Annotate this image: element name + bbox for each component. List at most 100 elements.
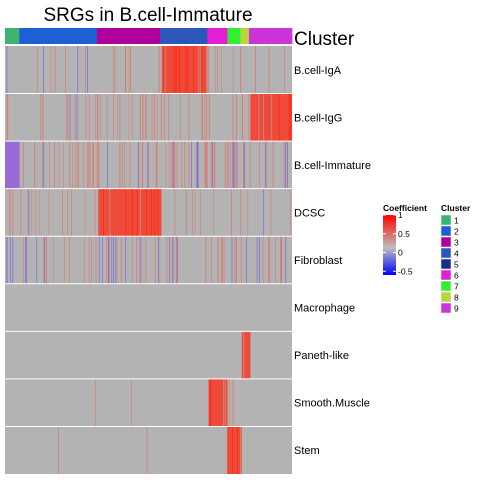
heatmap-stripe-low — [10, 236, 12, 284]
heatmap-stripe-low — [76, 93, 78, 142]
row-label-Stem: Stem — [294, 445, 320, 457]
heatmap-body — [5, 46, 293, 474]
heatmap-stripe — [43, 236, 45, 284]
heatmap-stripe — [121, 141, 123, 189]
heatmap-stripe — [213, 141, 215, 189]
chart-title: SRGs in B.cell-Immature — [43, 5, 252, 26]
heatmap-stripe — [168, 141, 170, 189]
heatmap-stripe — [93, 141, 94, 189]
heatmap-stripe — [233, 141, 235, 189]
heatmap-stripe — [106, 93, 108, 142]
high-block-DCSC — [98, 188, 162, 237]
heatmap-stripe — [172, 141, 173, 189]
heatmap-stripe — [88, 93, 90, 142]
heatmap-stripe — [249, 141, 251, 189]
heatmap-stripe — [84, 188, 86, 237]
heatmap-stripe-low — [108, 236, 109, 284]
heatmap-stripe — [54, 46, 56, 94]
heatmap-stripe — [27, 188, 28, 237]
heatmap-stripe — [248, 93, 250, 142]
heatmap-stripe — [40, 93, 42, 142]
heatmap-stripe-low — [26, 236, 27, 284]
heatmap-stripe — [154, 93, 155, 142]
heatmap-stripe — [184, 141, 186, 189]
heatmap-stripe — [205, 141, 207, 189]
heatmap-stripe — [148, 141, 149, 189]
heatmap-stripe — [82, 141, 84, 189]
heatmap-stripe — [106, 236, 108, 284]
heatmap-stripe — [132, 236, 133, 284]
heatmap-stripe — [168, 93, 170, 142]
heatmap-stripe — [42, 93, 44, 142]
heatmap-stripe — [85, 93, 87, 142]
heatmap-stripe — [34, 141, 36, 189]
heatmap-stripe-low — [176, 236, 178, 284]
heatmap-stripe — [166, 236, 168, 284]
row-label-Paneth-like: Paneth-like — [294, 350, 349, 362]
heatmap-stripe — [83, 236, 85, 284]
heatmap-stripe — [22, 141, 24, 189]
heatmap-stripe — [164, 93, 165, 142]
heatmap-stripe-low — [263, 188, 265, 237]
heatmap-stripe — [156, 141, 158, 189]
heatmap-stripe — [87, 141, 89, 189]
cluster-segment-6 — [207, 28, 228, 44]
heatmap-stripe-low — [232, 141, 234, 189]
heatmap-stripe — [91, 236, 93, 284]
high-block-stripe — [146, 188, 148, 237]
high-block-stripe — [136, 188, 138, 237]
cluster-legend-swatch-7 — [440, 280, 452, 292]
cluster-annotation-bar — [5, 28, 293, 44]
high-block-stripe — [223, 378, 225, 427]
cluster-legend-swatch-6 — [440, 269, 452, 281]
heatmap-stripe — [130, 46, 131, 94]
heatmap-stripe — [36, 46, 38, 94]
heatmap-stripe — [221, 236, 222, 284]
heatmap-stripe — [205, 236, 207, 284]
heatmap-stripe — [231, 188, 232, 237]
heatmap-stripe-low — [6, 236, 8, 284]
heatmap-stripe — [269, 236, 271, 284]
heatmap-stripe — [120, 236, 122, 284]
high-block-stripe — [103, 188, 104, 237]
heatmap-stripe-low — [169, 236, 170, 284]
heatmap-stripe — [234, 236, 236, 284]
heatmap-stripe — [188, 93, 190, 142]
heatmap-stripe — [274, 236, 276, 284]
heatmap-stripe — [232, 378, 234, 427]
cluster-segment-2 — [19, 28, 98, 44]
heatmap-stripe — [227, 141, 229, 189]
coefficient-tick-label: 1 — [398, 210, 403, 220]
heatmap-stripe — [222, 236, 224, 284]
heatmap-stripe — [67, 93, 69, 142]
heatmap-stripe-low — [173, 141, 175, 189]
high-block-stripe — [198, 46, 200, 94]
heatmap-stripe — [69, 141, 71, 189]
cluster-legend-label-6: 6 — [454, 271, 459, 281]
cluster-legend-label-8: 8 — [454, 293, 459, 303]
heatmap-stripe — [7, 93, 9, 142]
high-block-stripe — [164, 46, 166, 94]
heatmap-stripe — [72, 141, 74, 189]
heatmap-stripe — [141, 141, 143, 189]
high-block-Stem — [227, 426, 242, 474]
heatmap-stripe — [116, 93, 118, 142]
high-block-stripe — [271, 93, 273, 142]
heatmap-stripe — [207, 46, 209, 94]
heatmap-stripe-low — [87, 46, 88, 94]
heatmap-stripe — [145, 236, 147, 284]
row-label-B.cell-Immature: B.cell-Immature — [294, 160, 371, 172]
heatmap-stripe-low — [285, 141, 287, 189]
high-block-stripe — [208, 378, 210, 427]
heatmap-stripe — [235, 93, 237, 142]
cluster-legend-swatch-5 — [440, 258, 452, 270]
heatmap-stripe — [48, 188, 50, 237]
heatmap-stripe — [208, 93, 210, 142]
heatmap-stripe — [64, 236, 65, 284]
cluster-legend-swatch-2 — [440, 225, 452, 237]
cluster-legend-label-4: 4 — [454, 249, 459, 259]
high-block-Smooth.Muscle — [208, 378, 228, 427]
heatmap-stripe — [181, 141, 183, 189]
heatmap-stripe-low — [25, 236, 26, 284]
heatmap-stripe-low — [246, 236, 247, 284]
